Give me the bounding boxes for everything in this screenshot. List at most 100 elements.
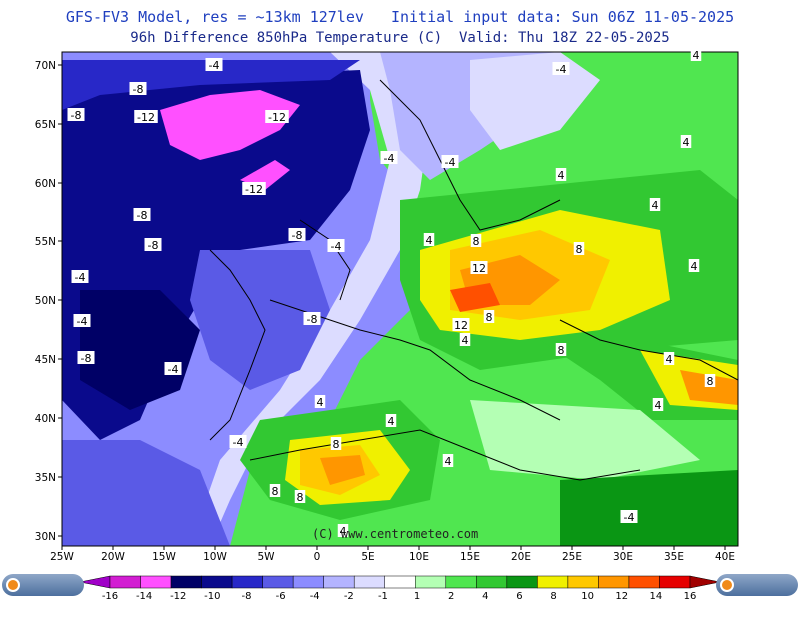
lat-tick-label: 30N <box>35 531 56 543</box>
colorbar-tick-label: -1 <box>378 591 388 600</box>
contour-label-bg <box>452 318 470 331</box>
brand-logo-left: centrometeo <box>2 574 84 613</box>
contour-label-bg <box>330 437 342 450</box>
lon-tick-label: 10W <box>203 551 227 563</box>
colorbar-tick-label: 1 <box>414 591 420 600</box>
colorbar-swatch <box>201 575 233 589</box>
colorbar-tick-label: -6 <box>276 591 286 600</box>
lon-tick-label: 30E <box>613 551 633 563</box>
contour-label-bg <box>327 239 345 252</box>
contour-label-bg <box>71 270 89 283</box>
contour-label: 4 <box>445 455 452 468</box>
colorbar-tick-label: 12 <box>615 591 628 600</box>
colorbar-swatch <box>170 575 202 589</box>
contour-label: 4 <box>655 399 662 412</box>
contour-label-bg <box>205 58 223 71</box>
lon-tick-label: 40E <box>715 551 735 563</box>
contour-label-bg <box>620 510 638 523</box>
contour-label: 4 <box>691 260 698 273</box>
contour-label: 4 <box>462 334 469 347</box>
contour-label: -4 <box>445 156 456 169</box>
lat-tick-label: 45N <box>35 354 56 366</box>
colorbar-swatch <box>292 575 324 589</box>
contour-label-bg <box>690 48 702 61</box>
contour-label-bg <box>294 490 306 503</box>
brand-logo-text: centrometeo <box>2 600 73 613</box>
contour-label: 4 <box>693 49 700 62</box>
contour-label: -12 <box>268 111 286 124</box>
colorbar-swatch <box>506 575 538 589</box>
colorbar-swatch <box>598 575 630 589</box>
colorbar-swatch <box>476 575 508 589</box>
lat-tick-label: 55N <box>35 236 56 248</box>
colorbar-swatch <box>353 575 385 589</box>
contour-label-bg <box>483 310 495 323</box>
colorbar-swatch <box>262 575 294 589</box>
colorbar-tick-label: 8 <box>550 591 556 600</box>
contour-label: 8 <box>297 491 304 504</box>
colorbar: -16 -14 -12 -10 -8 -6 -4 -2 -1 1 2 4 6 8 10 12 14 16 <box>79 575 721 600</box>
contour-label-bg <box>442 454 454 467</box>
contour-label-bg <box>688 259 700 272</box>
contour-label-bg <box>73 314 91 327</box>
contour-label-bg <box>573 242 585 255</box>
coastlines <box>209 79 738 481</box>
credit-text: (C) www.centrometeo.com <box>312 527 479 541</box>
colorbar-swatch <box>140 575 172 589</box>
latitude-axis: 70N 65N 60N 55N 50N 45N 40N 35N 30N <box>35 60 62 543</box>
brand-logo-icon <box>6 578 20 592</box>
lon-tick-label: 10E <box>409 551 429 563</box>
contour-label: 8 <box>272 485 279 498</box>
coast-west-europe <box>209 249 266 441</box>
contour-label-bg <box>144 238 162 251</box>
contour-label: -4 <box>624 511 635 524</box>
contour-label-bg <box>164 362 182 375</box>
longitude-axis: 25W 20W 15W 10W 5W 0 5E 10E 15E 20E 25E 30E 35E 40E <box>50 546 735 563</box>
lat-tick-label: 50N <box>35 295 56 307</box>
colorbar-tick-label: 16 <box>684 591 697 600</box>
contour-label-bg <box>265 110 289 123</box>
map-frame <box>61 51 739 547</box>
map-field <box>62 52 738 546</box>
contour-label-bg <box>129 82 147 95</box>
colorbar-tick-label: 6 <box>516 591 522 600</box>
contour-label: -8 <box>81 352 92 365</box>
brand-logo-text: centrometeo <box>716 600 787 613</box>
colorbar-tick-label: -16 <box>102 591 118 600</box>
lat-tick-label: 65N <box>35 119 56 131</box>
colorbar-arrow-left <box>79 575 111 589</box>
contour-label-bg <box>380 151 398 164</box>
contour-label: 12 <box>454 319 468 332</box>
contour-label-bg <box>663 352 675 365</box>
contour-label: 8 <box>333 438 340 451</box>
colorbar-tick-label: -8 <box>241 591 251 600</box>
lon-tick-label: 0 <box>314 551 321 563</box>
contour-label: -4 <box>77 315 88 328</box>
contour-label: 12 <box>472 262 486 275</box>
contour-label-bg <box>303 312 321 325</box>
lon-tick-label: 20E <box>511 551 531 563</box>
lon-tick-label: 15W <box>152 551 176 563</box>
contour-label-bg <box>77 351 95 364</box>
contour-label: 4 <box>683 136 690 149</box>
field-turkey-orange <box>680 370 738 405</box>
colorbar-tick-label: -2 <box>344 591 354 600</box>
colorbar-tick-label: 2 <box>448 591 454 600</box>
contour-label-bg <box>133 208 151 221</box>
brand-logo-right: centrometeo <box>716 574 798 613</box>
field-red <box>450 283 500 312</box>
colorbar-arrow-right <box>689 575 721 589</box>
colorbar-swatch <box>415 575 447 589</box>
lon-tick-label: 20W <box>101 551 125 563</box>
contour-label: -8 <box>307 313 318 326</box>
contour-label-bg <box>459 333 471 346</box>
lon-tick-label: 25W <box>50 551 74 563</box>
contour-label: 8 <box>576 243 583 256</box>
contour-label-bg <box>555 168 567 181</box>
contour-label: 4 <box>652 199 659 212</box>
colorbar-tick-label: -14 <box>136 591 152 600</box>
contour-label-bg <box>314 395 326 408</box>
colorbar-swatch <box>659 575 691 589</box>
coast-scandinavia <box>379 79 561 231</box>
contour-label: 8 <box>473 235 480 248</box>
